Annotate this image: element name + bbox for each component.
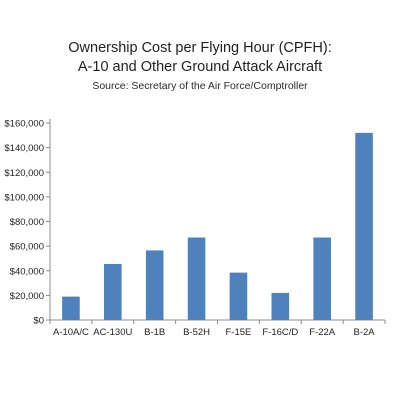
y-tick-label: $140,000 (4, 143, 44, 154)
x-tick-label: B-2A (354, 327, 376, 338)
x-tick-label: F-15E (226, 327, 252, 338)
y-tick-label: $160,000 (4, 119, 44, 130)
x-tick-label: F-16C/D (262, 327, 298, 338)
y-tick-label: $100,000 (4, 192, 44, 203)
y-tick-label: $60,000 (10, 242, 44, 253)
bars (62, 132, 373, 320)
bar-f-16c-d (271, 292, 290, 320)
bar-b-1b (145, 250, 164, 320)
y-tick-label: $20,000 (10, 291, 44, 302)
x-tick-label: AC-130U (93, 327, 132, 338)
y-axis: $0 $20,000 $40,000 $60,000 $80,000 $100,000 $1… (4, 119, 51, 327)
bar-f-22a (313, 237, 331, 320)
chart-subtitle: Source: Secretary of the Air Force/Compt… (92, 80, 308, 92)
x-axis: A-10A/C AC-130U B-1B B-52H F-15E F-16C/D F-22A… (49, 319, 386, 338)
bar-b-52h (187, 237, 206, 320)
y-tick-label: $120,000 (4, 168, 44, 179)
x-tick-label: B-1B (144, 327, 165, 338)
y-tick-label: $80,000 (10, 217, 44, 228)
x-tick-label: A-10A/C (53, 327, 89, 338)
chart-title: Ownership Cost per Flying Hour (CPFH): (68, 40, 332, 56)
x-tick-label: B-52H (183, 327, 210, 338)
x-tick-label: F-22A (309, 327, 336, 338)
bar-f-15e (229, 272, 248, 320)
bar-a-10a-c (62, 296, 80, 320)
y-tick-label: $40,000 (10, 266, 44, 277)
bar-b-2a (355, 132, 373, 320)
y-tick-label: $0 (33, 316, 44, 327)
chart-title-line-2: A-10 and Other Ground Attack Aircraft (77, 59, 323, 75)
bar-ac-130u (104, 263, 122, 320)
